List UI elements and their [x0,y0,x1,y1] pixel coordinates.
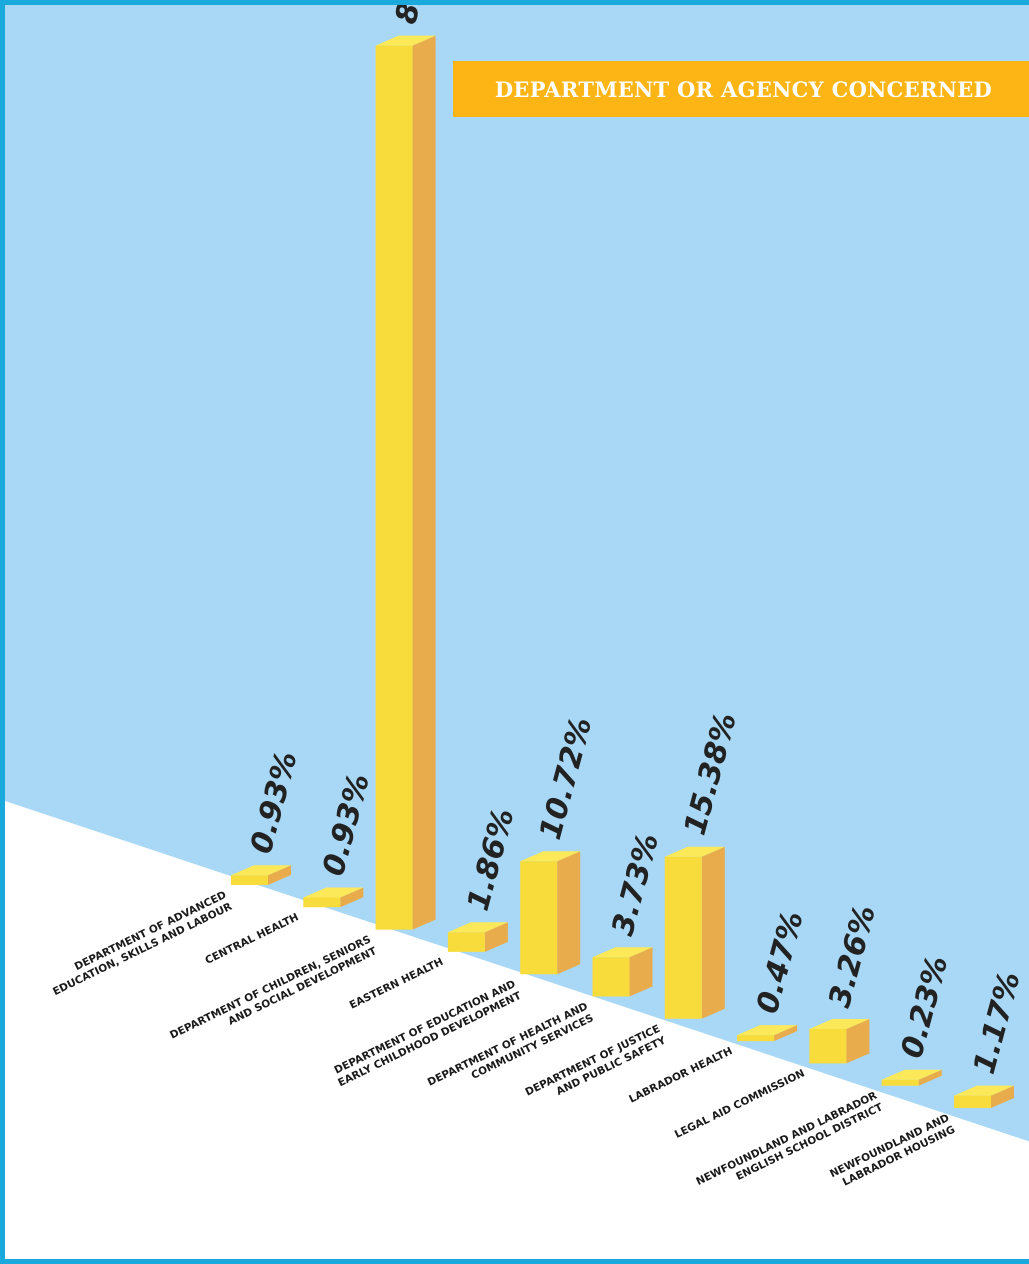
category-label: CENTRAL HEALTH [203,911,300,967]
bar-side [918,1069,942,1086]
bar [447,932,485,952]
bar-chart: 0.93%0.93%83.92%1.86%10.72%3.73%15.38%0.… [5,5,1029,1189]
bar [881,1079,919,1086]
bar [303,897,341,908]
category-label: LEGAL AID COMMISSION [673,1067,807,1141]
bar-top [447,922,508,933]
category-label: EASTERN HEALTH [348,956,446,1012]
bars-layer [231,35,1014,1108]
bar [954,1095,991,1108]
bar-top [881,1069,942,1080]
bar-side [846,1019,870,1064]
bar-side [774,1025,798,1042]
bar [520,861,558,975]
bar-side [268,865,291,885]
bar-top [231,865,291,876]
bar-top [809,1019,870,1030]
category-label: DEPARTMENT OF ADVANCEDEDUCATION, SKILLS … [45,889,234,998]
bar-top [303,887,364,898]
bar [664,856,702,1019]
bar-side [557,851,581,975]
bar-side [412,35,436,930]
bar-top [664,846,725,857]
bar-top [592,947,653,958]
category-label: DEPARTMENT OF CHILDREN, SENIORSAND SOCIA… [168,933,379,1053]
bar [375,45,413,930]
bar-side [629,947,653,997]
bar-side [484,922,508,952]
bar-top [737,1025,798,1036]
bar [737,1035,775,1042]
bar-top [954,1085,1014,1096]
chart-title: DEPARTMENT OR AGENCY CONCERNED [453,61,1029,117]
bar-side [340,887,364,908]
bar [231,875,268,885]
bar [809,1029,847,1064]
bar-top [520,851,581,862]
chart-backdrop [5,5,1029,1142]
bar-top [375,35,436,46]
bar [592,957,630,997]
bar-side [991,1085,1014,1108]
bar-side [701,846,725,1019]
